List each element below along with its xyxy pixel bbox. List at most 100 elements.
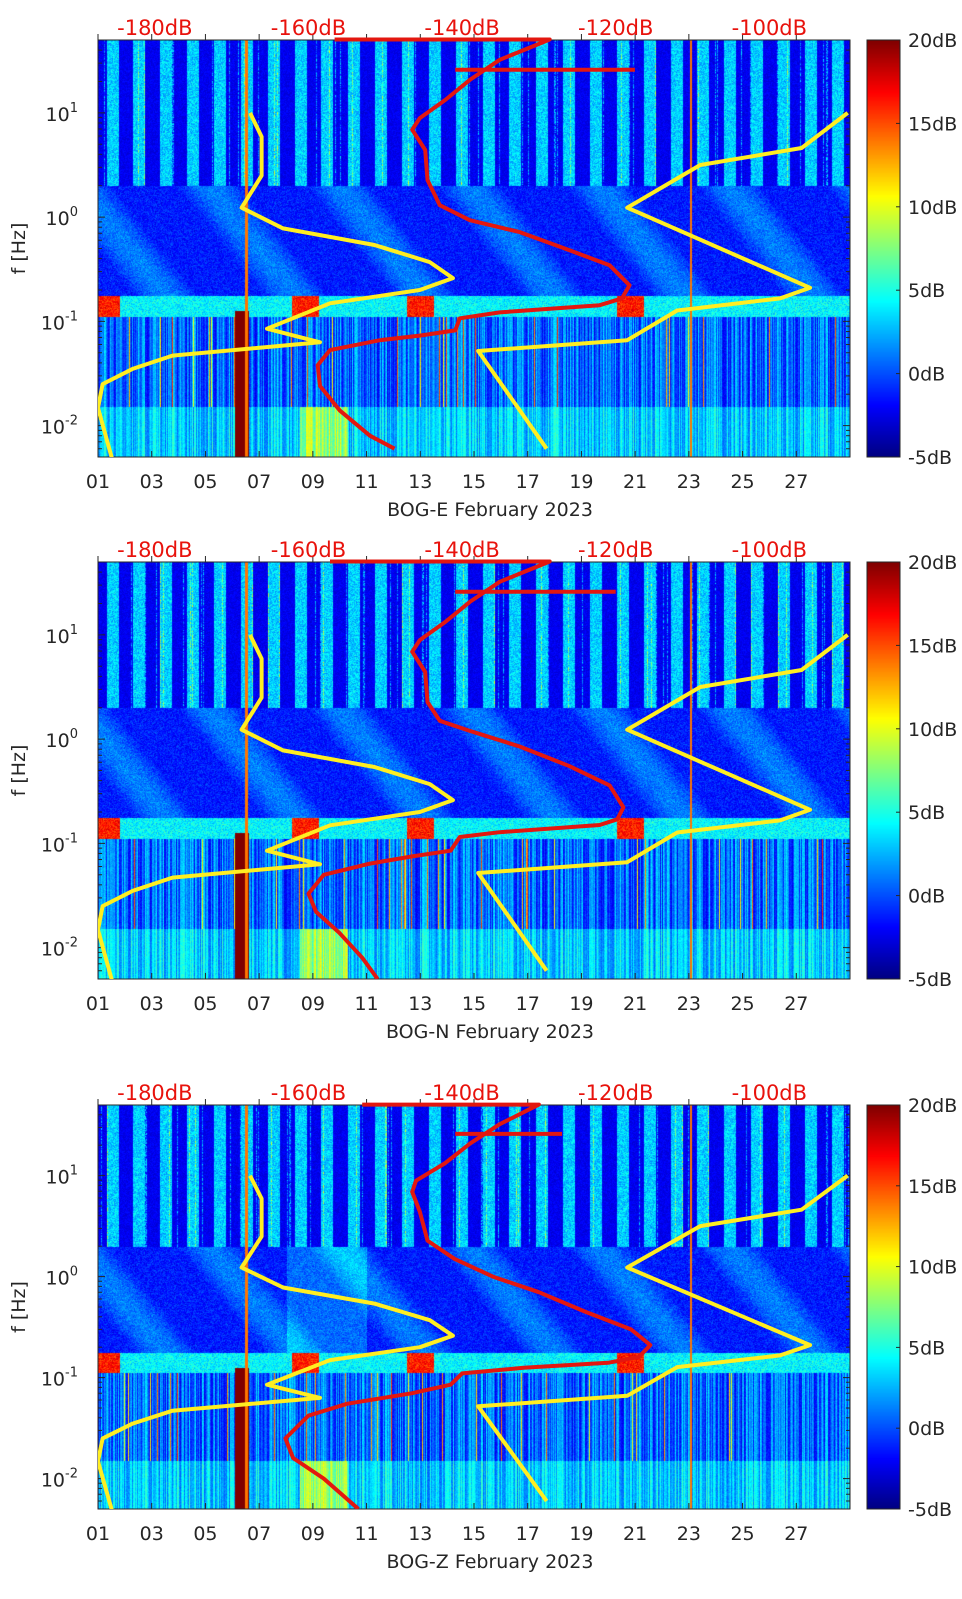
top-axis-db-label: -180dB xyxy=(117,1081,192,1105)
x-tick-label: 27 xyxy=(784,1523,808,1545)
x-tick-label: 03 xyxy=(140,1523,164,1545)
colorbar-label: 5dB xyxy=(908,1337,945,1359)
y-tick-label: 10-1 xyxy=(41,1366,78,1391)
colorbar-frame xyxy=(866,561,901,980)
top-axis-db-label: -160dB xyxy=(271,16,346,40)
colorbar-frame xyxy=(866,39,901,458)
x-tick-label: 15 xyxy=(462,1523,486,1545)
y-tick-label: 101 xyxy=(46,1164,78,1189)
x-tick-label: 27 xyxy=(784,993,808,1015)
x-tick-label: 25 xyxy=(730,993,754,1015)
colorbar-label: 15dB xyxy=(908,635,957,657)
top-axis-db-label: -100dB xyxy=(732,538,807,562)
top-axis-db-label: -100dB xyxy=(732,16,807,40)
colorbar-bog-e xyxy=(867,40,900,457)
x-axis-label: BOG-E February 2023 xyxy=(387,499,593,521)
x-tick-label: 13 xyxy=(408,993,432,1015)
x-tick-label: 09 xyxy=(301,1523,325,1545)
colorbar-label: 5dB xyxy=(908,280,945,302)
y-tick-label: 10-1 xyxy=(41,831,78,856)
colorbar-bog-n xyxy=(867,562,900,979)
x-tick-label: 05 xyxy=(193,471,217,493)
x-tick-label: 21 xyxy=(623,1523,647,1545)
x-tick-label: 05 xyxy=(193,993,217,1015)
colorbar-label: 20dB xyxy=(908,1095,957,1117)
colorbar-frame xyxy=(866,1104,901,1510)
high-noise-model-line xyxy=(476,633,849,972)
x-tick-label: 05 xyxy=(193,1523,217,1545)
high-noise-model-line xyxy=(476,1173,849,1503)
y-tick-label: 100 xyxy=(46,205,78,230)
x-axis-label: BOG-Z February 2023 xyxy=(387,1551,594,1573)
high-noise-model-line xyxy=(476,111,849,450)
colorbar-label: 20dB xyxy=(908,552,957,574)
colorbar-label: 0dB xyxy=(908,364,945,386)
colorbar-label: 5dB xyxy=(908,802,945,824)
x-tick-label: 09 xyxy=(301,993,325,1015)
y-tick-label: 101 xyxy=(46,101,78,126)
x-tick-label: 09 xyxy=(301,471,325,493)
colorbar-label: 0dB xyxy=(908,886,945,908)
x-tick-label: 01 xyxy=(86,993,110,1015)
x-tick-label: 19 xyxy=(569,471,593,493)
top-axis-db-label: -140dB xyxy=(424,1081,499,1105)
colorbar-label: -5dB xyxy=(908,1499,952,1521)
top-axis-db-label: -180dB xyxy=(117,538,192,562)
x-tick-label: 11 xyxy=(354,1523,378,1545)
y-tick-label: 100 xyxy=(46,727,78,752)
y-tick-label: 10-2 xyxy=(41,414,78,439)
y-tick-label: 10-1 xyxy=(41,309,78,334)
low-noise-model-line xyxy=(98,634,455,979)
x-tick-label: 17 xyxy=(516,471,540,493)
top-axis-db-label: -140dB xyxy=(424,538,499,562)
colorbar-label: 10dB xyxy=(908,197,957,219)
x-tick-label: 11 xyxy=(354,993,378,1015)
colorbar-label: -5dB xyxy=(908,447,952,469)
plot-frame xyxy=(97,39,851,458)
top-axis-db-label: -100dB xyxy=(732,1081,807,1105)
x-tick-label: 07 xyxy=(247,1523,271,1545)
x-tick-label: 11 xyxy=(354,471,378,493)
x-tick-label: 07 xyxy=(247,993,271,1015)
x-tick-label: 21 xyxy=(623,993,647,1015)
y-axis-label: f [Hz] xyxy=(8,745,30,797)
x-axis-label: BOG-N February 2023 xyxy=(386,1021,594,1043)
top-axis-db-label: -120dB xyxy=(578,1081,653,1105)
plot-frame xyxy=(97,561,851,980)
top-axis-db-label: -120dB xyxy=(578,538,653,562)
colorbar-label: 10dB xyxy=(908,1257,957,1279)
plot-frame xyxy=(97,1104,851,1510)
colorbar-label: -5dB xyxy=(908,969,952,991)
x-tick-label: 01 xyxy=(86,471,110,493)
x-tick-label: 15 xyxy=(462,993,486,1015)
x-tick-label: 19 xyxy=(569,1523,593,1545)
x-tick-label: 13 xyxy=(408,471,432,493)
x-tick-label: 07 xyxy=(247,471,271,493)
colorbar-label: 15dB xyxy=(908,113,957,135)
x-tick-label: 01 xyxy=(86,1523,110,1545)
x-tick-label: 21 xyxy=(623,471,647,493)
x-tick-label: 25 xyxy=(730,1523,754,1545)
top-axis-db-label: -120dB xyxy=(578,16,653,40)
low-noise-model-line xyxy=(98,1174,455,1509)
top-axis-db-label: -160dB xyxy=(271,538,346,562)
x-tick-label: 23 xyxy=(677,993,701,1015)
station-psd-line xyxy=(315,37,632,451)
x-tick-label: 03 xyxy=(140,993,164,1015)
x-tick-label: 23 xyxy=(677,471,701,493)
x-tick-label: 13 xyxy=(408,1523,432,1545)
y-tick-label: 101 xyxy=(46,623,78,648)
colorbar-label: 0dB xyxy=(908,1418,945,1440)
x-tick-label: 15 xyxy=(462,471,486,493)
colorbar-label: 10dB xyxy=(908,719,957,741)
low-noise-model-line xyxy=(98,112,455,457)
colorbar-label: 20dB xyxy=(908,30,957,52)
colorbar-label: 15dB xyxy=(908,1176,957,1198)
y-axis-label: f [Hz] xyxy=(8,223,30,275)
x-tick-label: 17 xyxy=(516,993,540,1015)
colorbar-bog-z xyxy=(867,1105,900,1509)
x-tick-label: 17 xyxy=(516,1523,540,1545)
station-psd-line xyxy=(283,1102,653,1509)
station-psd-line xyxy=(306,559,626,979)
y-tick-label: 10-2 xyxy=(41,1467,78,1492)
